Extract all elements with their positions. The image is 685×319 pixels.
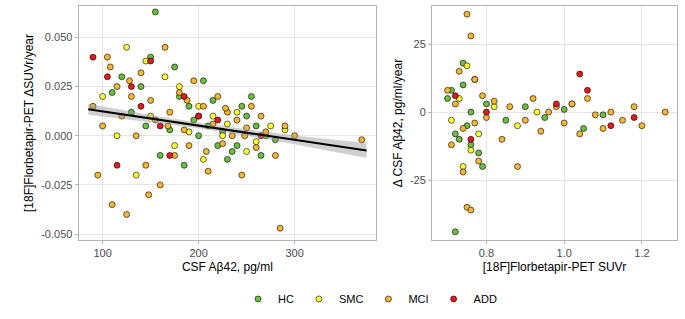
svg-text:[18F]Florbetapir-PET SUVr: [18F]Florbetapir-PET SUVr <box>483 260 626 274</box>
svg-text:CSF Aβ42, pg/ml: CSF Aβ42, pg/ml <box>182 260 273 274</box>
svg-text:ADD: ADD <box>474 293 497 305</box>
svg-text:0: 0 <box>420 106 426 118</box>
svg-text:-0.025: -0.025 <box>41 179 72 191</box>
svg-text:-25: -25 <box>410 174 426 186</box>
svg-text:0.025: 0.025 <box>45 80 73 92</box>
svg-text:Δ CSF Aβ42, pg/ml/year: Δ CSF Aβ42, pg/ml/year <box>391 59 405 187</box>
svg-text:0.8: 0.8 <box>479 247 494 259</box>
svg-text:25: 25 <box>414 38 426 50</box>
svg-text:1.0: 1.0 <box>557 247 572 259</box>
svg-text:MCI: MCI <box>408 293 428 305</box>
svg-text:HC: HC <box>278 293 294 305</box>
svg-text:1.2: 1.2 <box>634 247 649 259</box>
svg-text:[18F]Florbetapir-PET ΔSUVr/yea: [18F]Florbetapir-PET ΔSUVr/year <box>22 34 36 212</box>
svg-text:SMC: SMC <box>339 293 364 305</box>
svg-text:-0.050: -0.050 <box>41 228 72 240</box>
svg-text:0.050: 0.050 <box>45 31 73 43</box>
svg-text:300: 300 <box>285 247 303 259</box>
svg-text:200: 200 <box>189 247 207 259</box>
svg-text:0.000: 0.000 <box>45 130 73 142</box>
svg-text:100: 100 <box>93 247 111 259</box>
